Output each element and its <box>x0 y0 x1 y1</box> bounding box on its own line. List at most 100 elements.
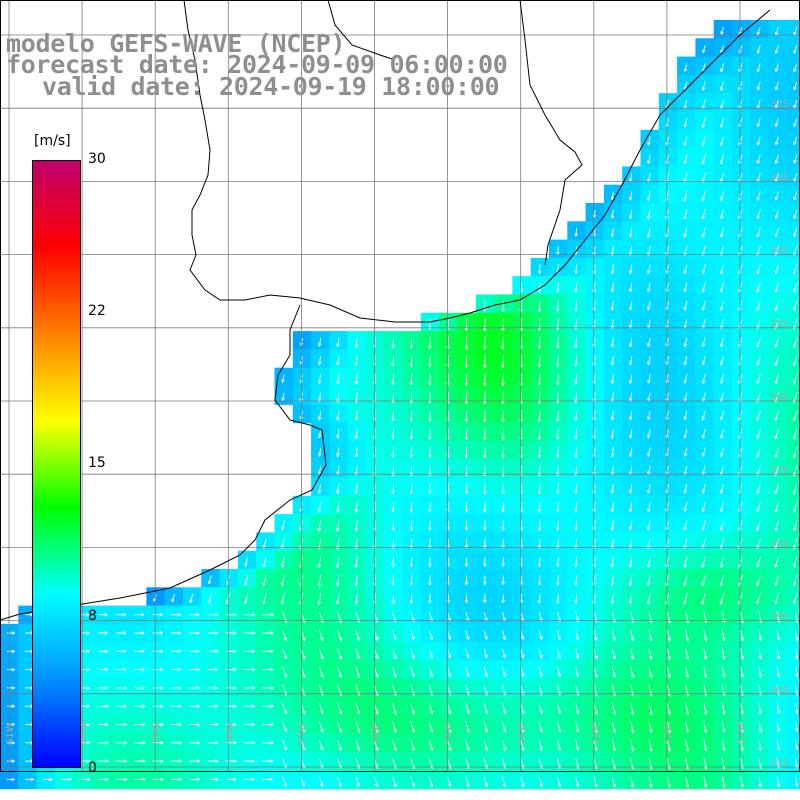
wind-arrow-shaft <box>793 501 798 513</box>
wind-arrow-shaft <box>647 227 651 238</box>
wind-arrow-head <box>610 233 613 238</box>
wind-arrow-shaft <box>702 227 706 238</box>
wind-arrow-shaft <box>447 373 449 386</box>
wind-arrow-head <box>299 361 302 365</box>
wind-arrow-shaft <box>793 446 798 458</box>
wind-arrow-head <box>409 345 412 349</box>
wind-arrow-shaft <box>629 245 633 256</box>
wind-arrow <box>701 520 706 531</box>
wind-arrow <box>628 282 633 293</box>
wind-arrow <box>501 483 505 495</box>
wind-arrow-shaft <box>337 447 340 457</box>
wind-arrow-shaft <box>647 191 651 201</box>
wind-arrow-head <box>647 489 649 494</box>
wind-arrow-head <box>719 435 722 439</box>
wind-arrow-head <box>317 361 320 366</box>
wind-arrow <box>792 501 798 513</box>
wind-arrow-shaft <box>684 154 688 165</box>
wind-arrow-shaft <box>775 245 780 256</box>
wind-arrow-head <box>610 416 613 421</box>
wind-arrow-head <box>756 215 758 219</box>
wind-arrow-head <box>482 454 486 459</box>
wind-arrow-shaft <box>702 483 706 494</box>
wind-arrow <box>483 520 487 531</box>
wind-arrow-head <box>555 363 558 367</box>
wind-arrow-head <box>501 418 504 423</box>
wind-arrow <box>792 483 798 495</box>
wind-arrow-head <box>719 197 722 201</box>
wind-arrow-shaft <box>647 502 651 512</box>
wind-arrow-shaft <box>684 465 688 475</box>
wind-arrow-head <box>738 31 740 35</box>
wind-arrow <box>428 483 432 495</box>
wind-arrow <box>756 428 761 440</box>
wind-arrow-head <box>317 564 320 569</box>
wind-arrow-shaft <box>336 556 340 568</box>
wind-arrow-shaft <box>575 282 578 293</box>
wind-arrow <box>317 355 322 366</box>
wind-arrow <box>428 557 432 567</box>
wind-arrow-shaft <box>684 209 688 220</box>
wind-arrow-shaft <box>520 520 523 531</box>
wind-arrow <box>391 556 395 568</box>
wind-arrow-shaft <box>355 355 358 366</box>
wind-arrow-head <box>628 343 631 347</box>
wind-arrow-shaft <box>702 154 706 165</box>
wind-arrow-shaft <box>647 282 651 292</box>
wind-arrow-head <box>280 564 283 568</box>
wind-arrow-shaft <box>629 300 633 311</box>
wind-arrow <box>336 520 340 532</box>
wind-arrow-shaft <box>520 282 523 293</box>
wind-arrow-head <box>391 490 394 495</box>
wind-arrow-shaft <box>684 227 688 238</box>
wind-arrow <box>280 520 285 531</box>
wind-arrow <box>701 117 706 128</box>
wind-arrow-shaft <box>720 209 725 220</box>
wind-arrow-shaft <box>720 191 725 201</box>
wind-arrow-head <box>719 527 722 531</box>
wind-arrow-head <box>409 509 412 513</box>
wind-arrow-head <box>683 270 685 274</box>
wind-arrow-head <box>628 453 631 457</box>
wind-arrow-head <box>683 489 686 494</box>
wind-arrow-head <box>354 564 357 568</box>
wind-arrow-shaft <box>520 391 523 404</box>
wind-arrow-shaft <box>575 264 578 274</box>
wind-arrow-shaft <box>702 300 706 311</box>
wind-arrow-shaft <box>611 502 614 512</box>
wind-arrow-shaft <box>392 447 395 458</box>
wind-arrow <box>701 190 706 201</box>
wind-arrow-shaft <box>337 501 340 513</box>
wind-arrow-shaft <box>775 81 779 91</box>
wind-arrow-shaft <box>429 446 431 458</box>
wind-arrow-head <box>665 288 667 292</box>
wind-arrow <box>774 446 780 458</box>
wind-arrow-shaft <box>702 429 706 439</box>
wind-arrow-shaft <box>793 99 798 109</box>
wind-arrow-shaft <box>538 282 541 293</box>
wind-arrow-shaft <box>738 209 743 219</box>
wind-cell <box>786 74 800 94</box>
wind-arrow-head <box>464 454 467 459</box>
wind-arrow-shaft <box>793 428 798 440</box>
wind-arrow <box>647 264 651 274</box>
wind-arrow <box>482 483 487 495</box>
wind-arrow-head <box>409 436 412 440</box>
wind-arrow-shaft <box>611 556 614 568</box>
wind-arrow-shaft <box>337 410 340 421</box>
wind-arrow-shaft <box>502 502 504 513</box>
wind-arrow-shaft <box>720 99 725 110</box>
wind-arrow <box>792 410 798 422</box>
wind-arrow-head <box>299 564 301 569</box>
wind-cell <box>786 550 800 570</box>
wind-arrow-shaft <box>611 520 614 531</box>
wind-arrow <box>628 483 633 494</box>
wind-arrow-head <box>574 233 577 237</box>
wind-arrow-shaft <box>720 117 725 128</box>
wind-arrow-shaft <box>629 447 633 457</box>
wind-arrow-shaft <box>629 209 633 219</box>
wind-arrow <box>464 557 469 567</box>
wind-arrow-head <box>281 397 283 401</box>
wind-arrow-shaft <box>629 465 633 476</box>
wind-arrow-head <box>299 508 302 512</box>
